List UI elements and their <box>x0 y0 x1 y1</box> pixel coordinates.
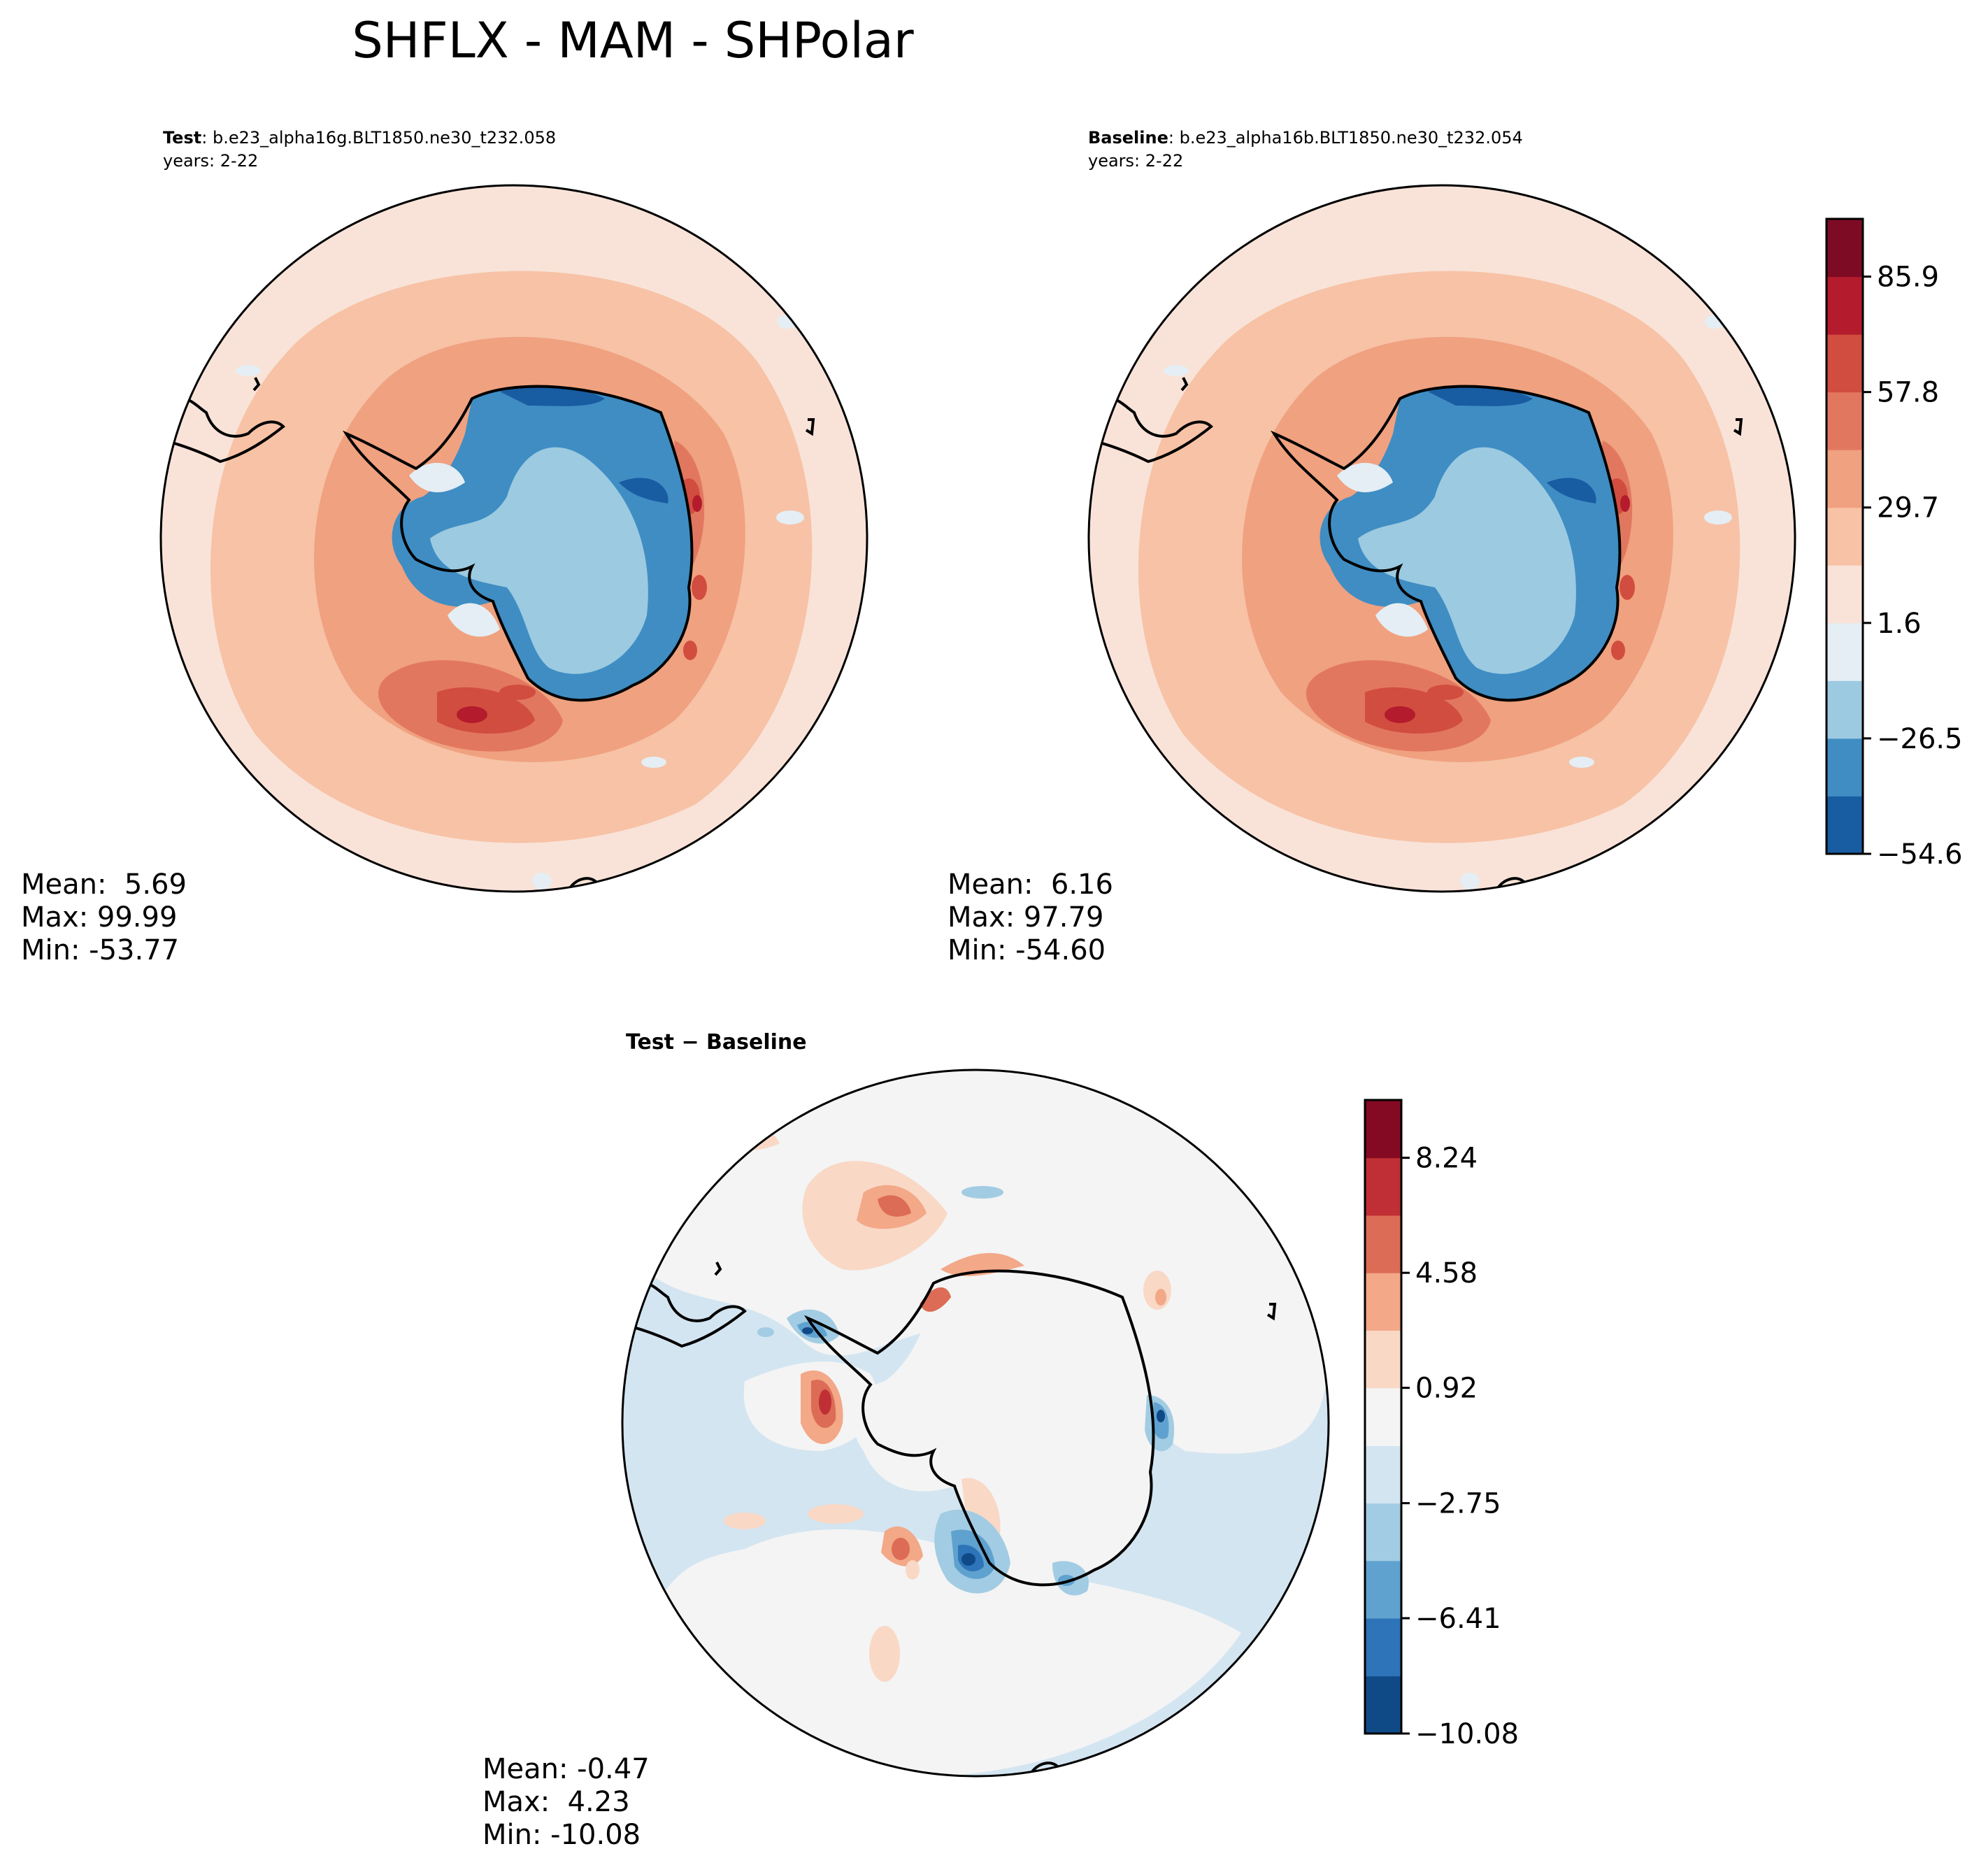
baseline-colorbar-tick-label: −54.6 <box>1877 838 1963 871</box>
difference-colorbar-tick-label: 0.92 <box>1415 1373 1478 1405</box>
baseline-map-boundary <box>1087 184 1796 893</box>
difference-colorbar-segment <box>1365 1503 1401 1562</box>
difference-colorbar-segment <box>1365 1100 1401 1159</box>
difference-colorbar-segment <box>1365 1157 1401 1216</box>
test-map <box>161 185 867 892</box>
baseline-colorbar-segment <box>1826 622 1863 681</box>
difference-colorbar-tick-label: 8.24 <box>1415 1143 1478 1175</box>
baseline-years: years: 2-22 <box>1088 151 1183 171</box>
difference-colorbar-segment <box>1365 1445 1401 1504</box>
difference-map-boundary <box>621 1069 1330 1778</box>
baseline-panel-title: Baseline: b.e23_alpha16b.BLT1850.ne30_t2… <box>1088 128 1523 148</box>
test-title-bold: Test <box>163 128 201 148</box>
baseline-colorbar-tick-label: 85.9 <box>1877 262 1939 294</box>
difference-min: Min: -10.08 <box>482 1819 641 1851</box>
difference-colorbar-segment <box>1365 1215 1401 1273</box>
difference-panel-title: Test − Baseline <box>626 1030 807 1055</box>
test-title-sep: : <box>201 128 207 148</box>
test-mean: Mean: 5.69 <box>21 869 187 901</box>
test-panel-title: Test: b.e23_alpha16g.BLT1850.ne30_t232.0… <box>163 128 556 148</box>
figure-title: SHFLX - MAM - SHPolar <box>352 12 913 69</box>
difference-colorbar-segment <box>1365 1618 1401 1677</box>
baseline-colorbar-segment <box>1826 796 1863 855</box>
baseline-colorbar-segment <box>1826 392 1863 450</box>
baseline-case-name: b.e23_alpha16b.BLT1850.ne30_t232.054 <box>1180 128 1523 148</box>
test-map-boundary <box>159 184 868 893</box>
difference-panel: Test − Baseline <box>482 1030 1519 1851</box>
test-years: years: 2-22 <box>163 151 258 171</box>
baseline-colorbar-segment <box>1826 507 1863 566</box>
difference-colorbar: 8.24 4.58 0.92 −2.75 −6.41 −10.08 <box>1364 1099 1519 1750</box>
difference-colorbar-tick-label: −6.41 <box>1415 1603 1501 1635</box>
difference-colorbar-segment <box>1365 1330 1401 1389</box>
baseline-min: Min: -54.60 <box>947 934 1106 966</box>
difference-colorbar-segment <box>1365 1675 1401 1734</box>
difference-mean: Mean: -0.47 <box>482 1753 650 1785</box>
test-case-name: b.e23_alpha16g.BLT1850.ne30_t232.058 <box>213 128 556 148</box>
baseline-map <box>1089 185 1795 892</box>
baseline-colorbar-segment <box>1826 738 1863 796</box>
test-panel: Test: b.e23_alpha16g.BLT1850.ne30_t232.0… <box>21 128 868 966</box>
baseline-colorbar-tick-label: −26.5 <box>1877 723 1963 755</box>
difference-colorbar-segment <box>1365 1560 1401 1619</box>
baseline-colorbar-tick-label: 57.8 <box>1877 377 1939 409</box>
test-max: Max: 99.99 <box>21 901 177 934</box>
difference-max: Max: 4.23 <box>482 1786 630 1818</box>
baseline-colorbar-segment <box>1826 334 1863 393</box>
baseline-mean: Mean: 6.16 <box>947 869 1113 901</box>
baseline-colorbar-segment <box>1826 680 1863 739</box>
baseline-colorbar-tick-label: 29.7 <box>1877 492 1939 524</box>
baseline-colorbar: 85.9 57.8 29.7 1.6 −26.5 −54.6 <box>1825 217 1963 871</box>
difference-colorbar-segment <box>1365 1387 1401 1446</box>
baseline-colorbar-segment <box>1826 565 1863 624</box>
test-min: Min: -53.77 <box>21 934 179 966</box>
difference-map <box>622 1070 1329 1776</box>
difference-colorbar-frame <box>1364 1099 1403 1735</box>
baseline-colorbar-segment <box>1826 450 1863 508</box>
baseline-panel: Baseline: b.e23_alpha16b.BLT1850.ne30_t2… <box>947 128 1963 966</box>
baseline-max: Max: 97.79 <box>947 901 1103 934</box>
baseline-title-sep: : <box>1168 128 1174 148</box>
baseline-colorbar-segment <box>1826 276 1863 335</box>
difference-colorbar-tick-label: −10.08 <box>1415 1718 1519 1750</box>
baseline-colorbar-tick-label: 1.6 <box>1877 608 1922 640</box>
difference-colorbar-tick-label: −2.75 <box>1415 1488 1501 1520</box>
difference-colorbar-segment <box>1365 1273 1401 1331</box>
difference-colorbar-tick-label: 4.58 <box>1415 1257 1478 1289</box>
baseline-colorbar-frame <box>1825 217 1864 855</box>
baseline-title-bold: Baseline <box>1088 128 1168 148</box>
baseline-colorbar-segment <box>1826 219 1863 278</box>
